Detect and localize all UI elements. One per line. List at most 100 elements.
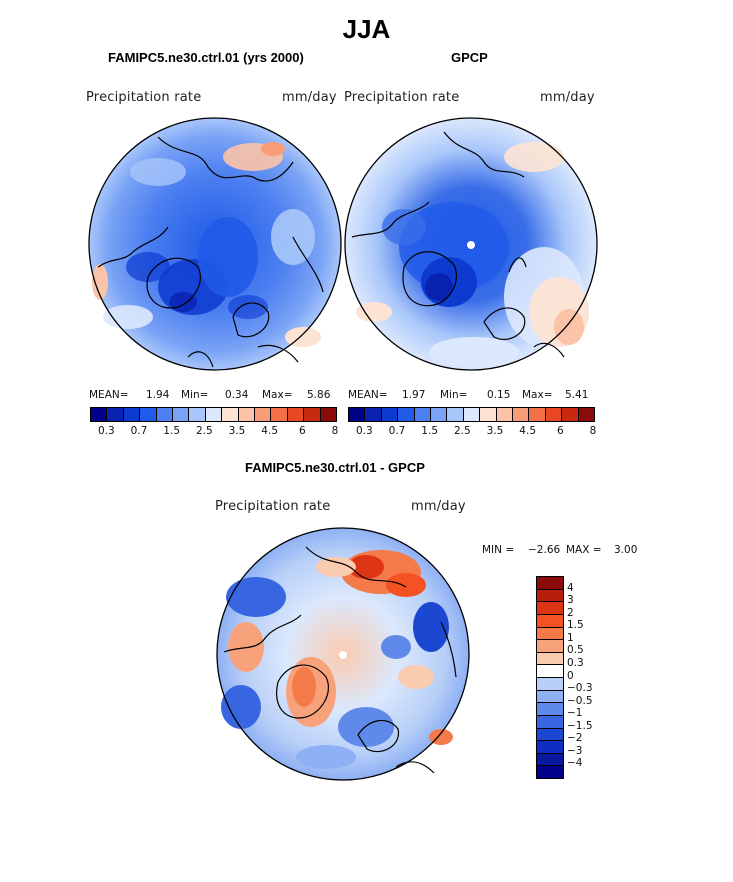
colorbar-tick-label: 2.5 (195, 425, 213, 437)
colorbar-tick-label: −0.3 (567, 682, 593, 695)
colorbar-swatch (537, 690, 563, 704)
colorbar-tick-label: 0.7 (130, 425, 148, 437)
colorbar-swatch (349, 408, 366, 421)
colorbar-swatch (287, 408, 305, 421)
diff-min-label: MIN = (482, 544, 515, 556)
diff-colorbar (536, 576, 564, 779)
diff-max-value: 3.00 (614, 544, 638, 556)
panel1-title: FAMIPC5.ne30.ctrl.01 (yrs 2000) (108, 50, 304, 65)
panel1-colorbar (90, 407, 337, 422)
colorbar-swatch (537, 589, 563, 603)
panel1-polar-map (88, 117, 342, 371)
colorbar-tick-label: 0.5 (567, 644, 584, 657)
panel1-max-label: Max= (262, 389, 293, 401)
diff-coastlines (223, 546, 457, 774)
colorbar-swatch (537, 652, 563, 666)
panel2-mean-value: 1.97 (402, 389, 426, 401)
colorbar-swatch (140, 408, 157, 421)
colorbar-swatch (463, 408, 481, 421)
panel2-coastlines (351, 131, 565, 358)
diff-positive-patches (228, 550, 453, 745)
colorbar-tick-label: 2 (567, 606, 574, 619)
figure-title: JJA (342, 14, 391, 44)
colorbar-swatch (537, 678, 563, 691)
colorbar-tick-label: 1.5 (421, 425, 438, 437)
colorbar-swatch (537, 665, 563, 678)
colorbar-swatch (578, 408, 595, 421)
colorbar-swatch (537, 614, 563, 628)
colorbar-swatch (480, 408, 497, 421)
panel1-coastlines (97, 136, 324, 368)
colorbar-swatch (320, 408, 337, 421)
colorbar-tick-label: 0.3 (97, 425, 115, 437)
diff-title: FAMIPC5.ne30.ctrl.01 - GPCP (245, 460, 425, 475)
colorbar-swatch (537, 640, 563, 653)
colorbar-swatch (271, 408, 288, 421)
colorbar-tick-label: 8 (589, 425, 597, 437)
panel2-pole-marker (467, 241, 475, 249)
colorbar-swatch (447, 408, 464, 421)
diff-max-label: MAX = (566, 544, 602, 556)
panel1-min-label: Min= (181, 389, 209, 401)
colorbar-swatch (537, 715, 563, 729)
colorbar-swatch (431, 408, 448, 421)
panel1-max-value: 5.86 (307, 389, 331, 401)
colorbar-swatch (381, 408, 399, 421)
panel2-title: GPCP (451, 50, 488, 65)
colorbar-swatch (537, 741, 563, 754)
colorbar-swatch (545, 408, 563, 421)
colorbar-tick-label: 1.5 (163, 425, 180, 437)
colorbar-swatch (304, 408, 321, 421)
colorbar-swatch (513, 408, 530, 421)
panel2-polar-map (344, 117, 598, 371)
colorbar-swatch (107, 408, 124, 421)
colorbar-swatch (398, 408, 415, 421)
colorbar-swatch (414, 408, 432, 421)
colorbar-swatch (91, 408, 108, 421)
panel2-min-label: Min= (440, 389, 468, 401)
colorbar-swatch (537, 766, 563, 778)
colorbar-tick-label: 6 (556, 425, 564, 437)
panel2-colorbar (348, 407, 595, 422)
panel1-mean-value: 1.94 (146, 389, 170, 401)
panel2-max-value: 5.41 (565, 389, 589, 401)
colorbar-tick-label: 4 (567, 581, 574, 594)
colorbar-swatch (537, 602, 563, 615)
colorbar-tick-label: 0.3 (355, 425, 373, 437)
colorbar-swatch (537, 728, 563, 742)
colorbar-swatch (537, 753, 563, 767)
colorbar-swatch (205, 408, 223, 421)
diff-polar-map (216, 527, 470, 781)
panel1-units-label: mm/day (282, 90, 337, 105)
colorbar-tick-label: −1 (567, 707, 583, 720)
colorbar-tick-label: −0.5 (567, 694, 593, 707)
colorbar-tick-label: 1 (567, 631, 574, 644)
colorbar-tick-label: 0.3 (567, 656, 584, 669)
colorbar-swatch (173, 408, 190, 421)
diff-field-label: Precipitation rate (215, 499, 331, 514)
diff-units-label: mm/day (411, 499, 466, 514)
diff-pole-marker (339, 651, 347, 659)
panel2-min-value: 0.15 (487, 389, 511, 401)
colorbar-swatch (222, 408, 239, 421)
colorbar-swatch (238, 408, 256, 421)
panel1-field-label: Precipitation rate (86, 90, 202, 105)
panel2-field-label: Precipitation rate (344, 90, 460, 105)
colorbar-tick-label: 0.7 (388, 425, 406, 437)
colorbar-tick-label: 6 (298, 425, 306, 437)
colorbar-tick-label: 4.5 (519, 425, 536, 437)
colorbar-swatch (529, 408, 546, 421)
panel2-max-label: Max= (522, 389, 553, 401)
diff-negative-patches (221, 577, 449, 769)
colorbar-tick-label: −4 (567, 757, 583, 770)
colorbar-swatch (562, 408, 579, 421)
panel1-mean-label: MEAN= (89, 389, 129, 401)
colorbar-tick-label: 8 (331, 425, 339, 437)
colorbar-tick-label: 3.5 (486, 425, 504, 437)
colorbar-swatch (255, 408, 272, 421)
panel2-units-label: mm/day (540, 90, 595, 105)
colorbar-swatch (496, 408, 514, 421)
colorbar-tick-label: −3 (567, 744, 583, 757)
colorbar-swatch (123, 408, 141, 421)
panel1-wet-patches (126, 217, 268, 319)
